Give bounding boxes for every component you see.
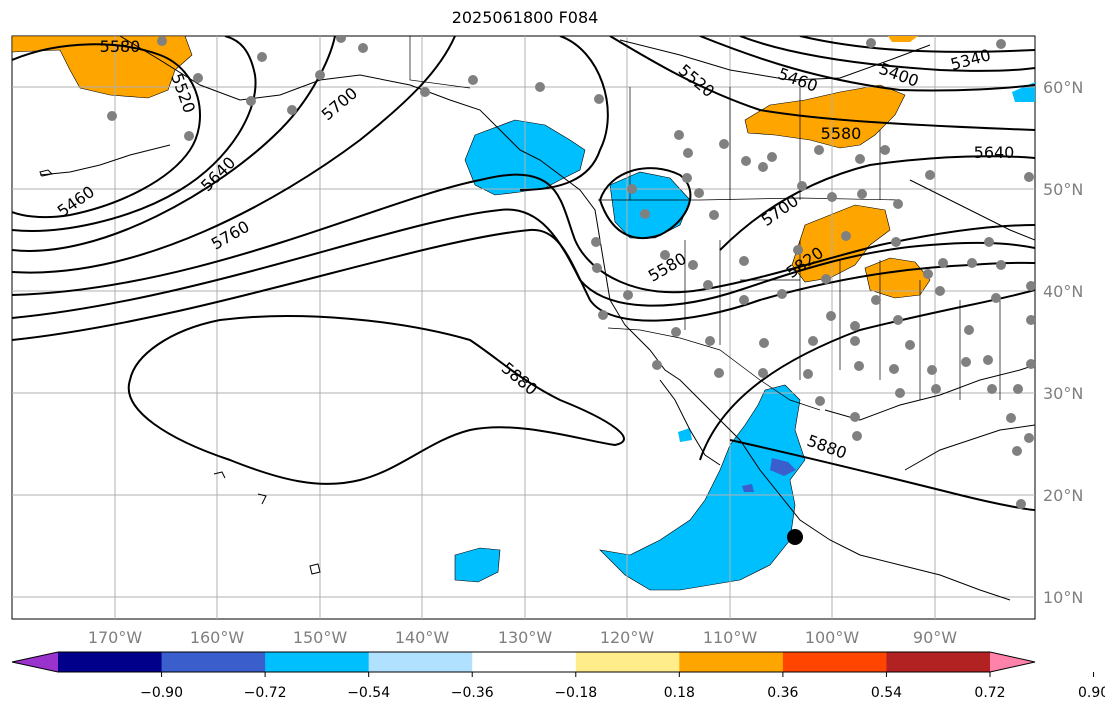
colorbar-segment (886, 652, 991, 672)
colorbar-segment (575, 652, 680, 672)
colorbar-tick-label: −0.36 (451, 685, 494, 701)
lon-label: 90°W (913, 628, 957, 647)
colorbar-tick-label: 0.18 (664, 685, 695, 701)
lon-label: 130°W (498, 628, 553, 647)
colorbar-segment (161, 652, 266, 672)
positive-anomaly-regions (12, 36, 931, 299)
colorbar-extend-max (990, 652, 1035, 672)
longitude-labels: 170°W 160°W 150°W 140°W 130°W 120°W 110°… (88, 628, 957, 647)
lon-label: 110°W (703, 628, 758, 647)
latitude-labels: 60°N 50°N 40°N 30°N 20°N 10°N (1043, 78, 1083, 607)
contour-label: 5580 (100, 37, 141, 56)
colorbar-tick-label: −0.18 (554, 685, 597, 701)
storm-marker (787, 529, 803, 545)
colorbar-tick-label: 0.90 (1078, 685, 1105, 701)
colorbar-segment (265, 652, 370, 672)
colorbar-extend-min (12, 652, 58, 672)
colorbar-outline (11, 651, 1036, 673)
colorbar-segment (58, 652, 163, 672)
colorbar: −0.90 −0.72 −0.54 −0.36 −0.18 0.18 0.36 0.54 0.7… (11, 651, 1105, 701)
colorbar-segments (12, 652, 1035, 672)
colorbar-tick-label: 0.36 (767, 685, 798, 701)
colorbar-ticks: −0.90 −0.72 −0.54 −0.36 −0.18 0.18 0.36 0.54 0.7… (140, 672, 1105, 701)
colorbar-segment (679, 652, 784, 672)
lat-label: 40°N (1043, 282, 1083, 301)
contour-label: 5640 (974, 143, 1015, 162)
colorbar-tick-label: −0.54 (347, 685, 390, 701)
station-markers (107, 36, 1035, 509)
borders (409, 36, 1001, 411)
lat-label: 10°N (1043, 588, 1083, 607)
lon-label: 120°W (600, 628, 655, 647)
colorbar-segment (368, 652, 473, 672)
colorbar-tick-label: −0.90 (140, 685, 183, 701)
colorbar-segment (472, 652, 577, 672)
lat-label: 50°N (1043, 180, 1083, 199)
contour-label: 5580 (821, 124, 862, 143)
lon-label: 160°W (190, 628, 245, 647)
coastlines (39, 36, 1035, 601)
colorbar-tick-label: −0.72 (244, 685, 287, 701)
lat-label: 30°N (1043, 384, 1083, 403)
lon-label: 100°W (805, 628, 860, 647)
lat-label: 60°N (1043, 78, 1083, 97)
map-title: 2025061800 F084 (451, 8, 599, 27)
colorbar-tick-label: 0.54 (871, 685, 902, 701)
lon-label: 140°W (395, 628, 450, 647)
colorbar-tick-label: 0.72 (974, 685, 1005, 701)
lon-label: 150°W (293, 628, 348, 647)
lon-label: 170°W (88, 628, 143, 647)
lat-label: 20°N (1043, 486, 1083, 505)
colorbar-segment (782, 652, 887, 672)
